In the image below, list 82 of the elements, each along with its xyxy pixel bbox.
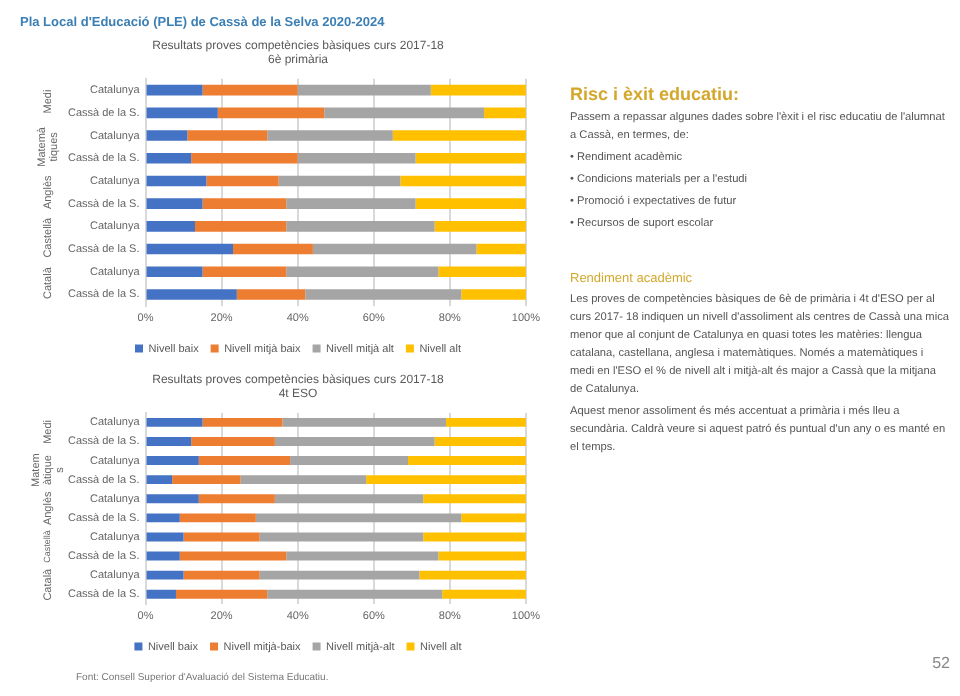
bar <box>146 589 176 599</box>
bar <box>430 84 526 96</box>
bar <box>146 152 192 164</box>
bar <box>286 198 416 209</box>
bar <box>442 589 526 599</box>
bar <box>278 175 401 187</box>
bar <box>415 152 526 164</box>
bar <box>217 107 325 119</box>
bar <box>179 551 287 561</box>
bar <box>274 436 435 446</box>
bar <box>415 198 526 209</box>
bar <box>202 266 287 278</box>
bar <box>255 513 462 523</box>
bar <box>438 551 526 561</box>
bar <box>434 221 526 232</box>
bar <box>366 475 526 485</box>
bar <box>146 130 188 141</box>
bar <box>187 130 268 141</box>
bar <box>146 175 207 187</box>
bar <box>198 456 291 466</box>
bar <box>191 436 275 446</box>
bar <box>240 475 367 485</box>
bar <box>233 243 313 255</box>
bar <box>286 266 439 278</box>
bar <box>392 130 526 141</box>
bar <box>286 221 435 232</box>
bar <box>183 570 260 580</box>
bar <box>146 436 192 446</box>
bar <box>146 221 195 232</box>
bar <box>146 198 203 209</box>
bar <box>194 221 287 232</box>
bar <box>172 475 241 485</box>
bar <box>202 417 283 427</box>
bar <box>146 84 203 96</box>
bar <box>146 513 180 523</box>
bar <box>259 570 420 580</box>
bar <box>324 107 485 119</box>
bar <box>434 436 526 446</box>
bar <box>423 494 526 504</box>
bar <box>282 417 447 427</box>
bar <box>146 456 199 466</box>
bar <box>179 513 256 523</box>
bar <box>476 243 526 255</box>
bar <box>146 289 237 300</box>
bar <box>446 417 526 427</box>
bar <box>423 532 526 542</box>
bar <box>297 152 416 164</box>
bar <box>206 175 279 187</box>
bar <box>305 289 462 300</box>
bar <box>236 289 306 300</box>
bar <box>461 513 526 523</box>
text: Risc i èxit educatiu: <box>570 84 742 104</box>
text: 52 <box>930 652 950 676</box>
bar <box>198 494 275 504</box>
bar <box>146 494 199 504</box>
bar <box>146 570 184 580</box>
bar <box>183 532 260 542</box>
bar <box>438 266 526 278</box>
bar <box>274 494 424 504</box>
bar <box>408 456 526 466</box>
bar <box>146 107 218 119</box>
bar <box>297 84 431 96</box>
bar <box>286 551 439 561</box>
bar <box>259 532 424 542</box>
bar <box>400 175 526 187</box>
bar <box>267 589 443 599</box>
bar <box>202 84 298 96</box>
bar <box>146 475 173 485</box>
bar <box>175 589 268 599</box>
bar <box>146 266 203 278</box>
bar <box>419 570 526 580</box>
bar <box>202 198 287 209</box>
bar <box>146 417 203 427</box>
bar <box>461 289 526 300</box>
bar <box>312 243 477 255</box>
bar <box>146 551 180 561</box>
bar <box>290 456 409 466</box>
bar <box>146 243 234 255</box>
bar <box>191 152 298 164</box>
bar <box>146 532 184 542</box>
bar <box>484 107 526 119</box>
bar <box>267 130 393 141</box>
